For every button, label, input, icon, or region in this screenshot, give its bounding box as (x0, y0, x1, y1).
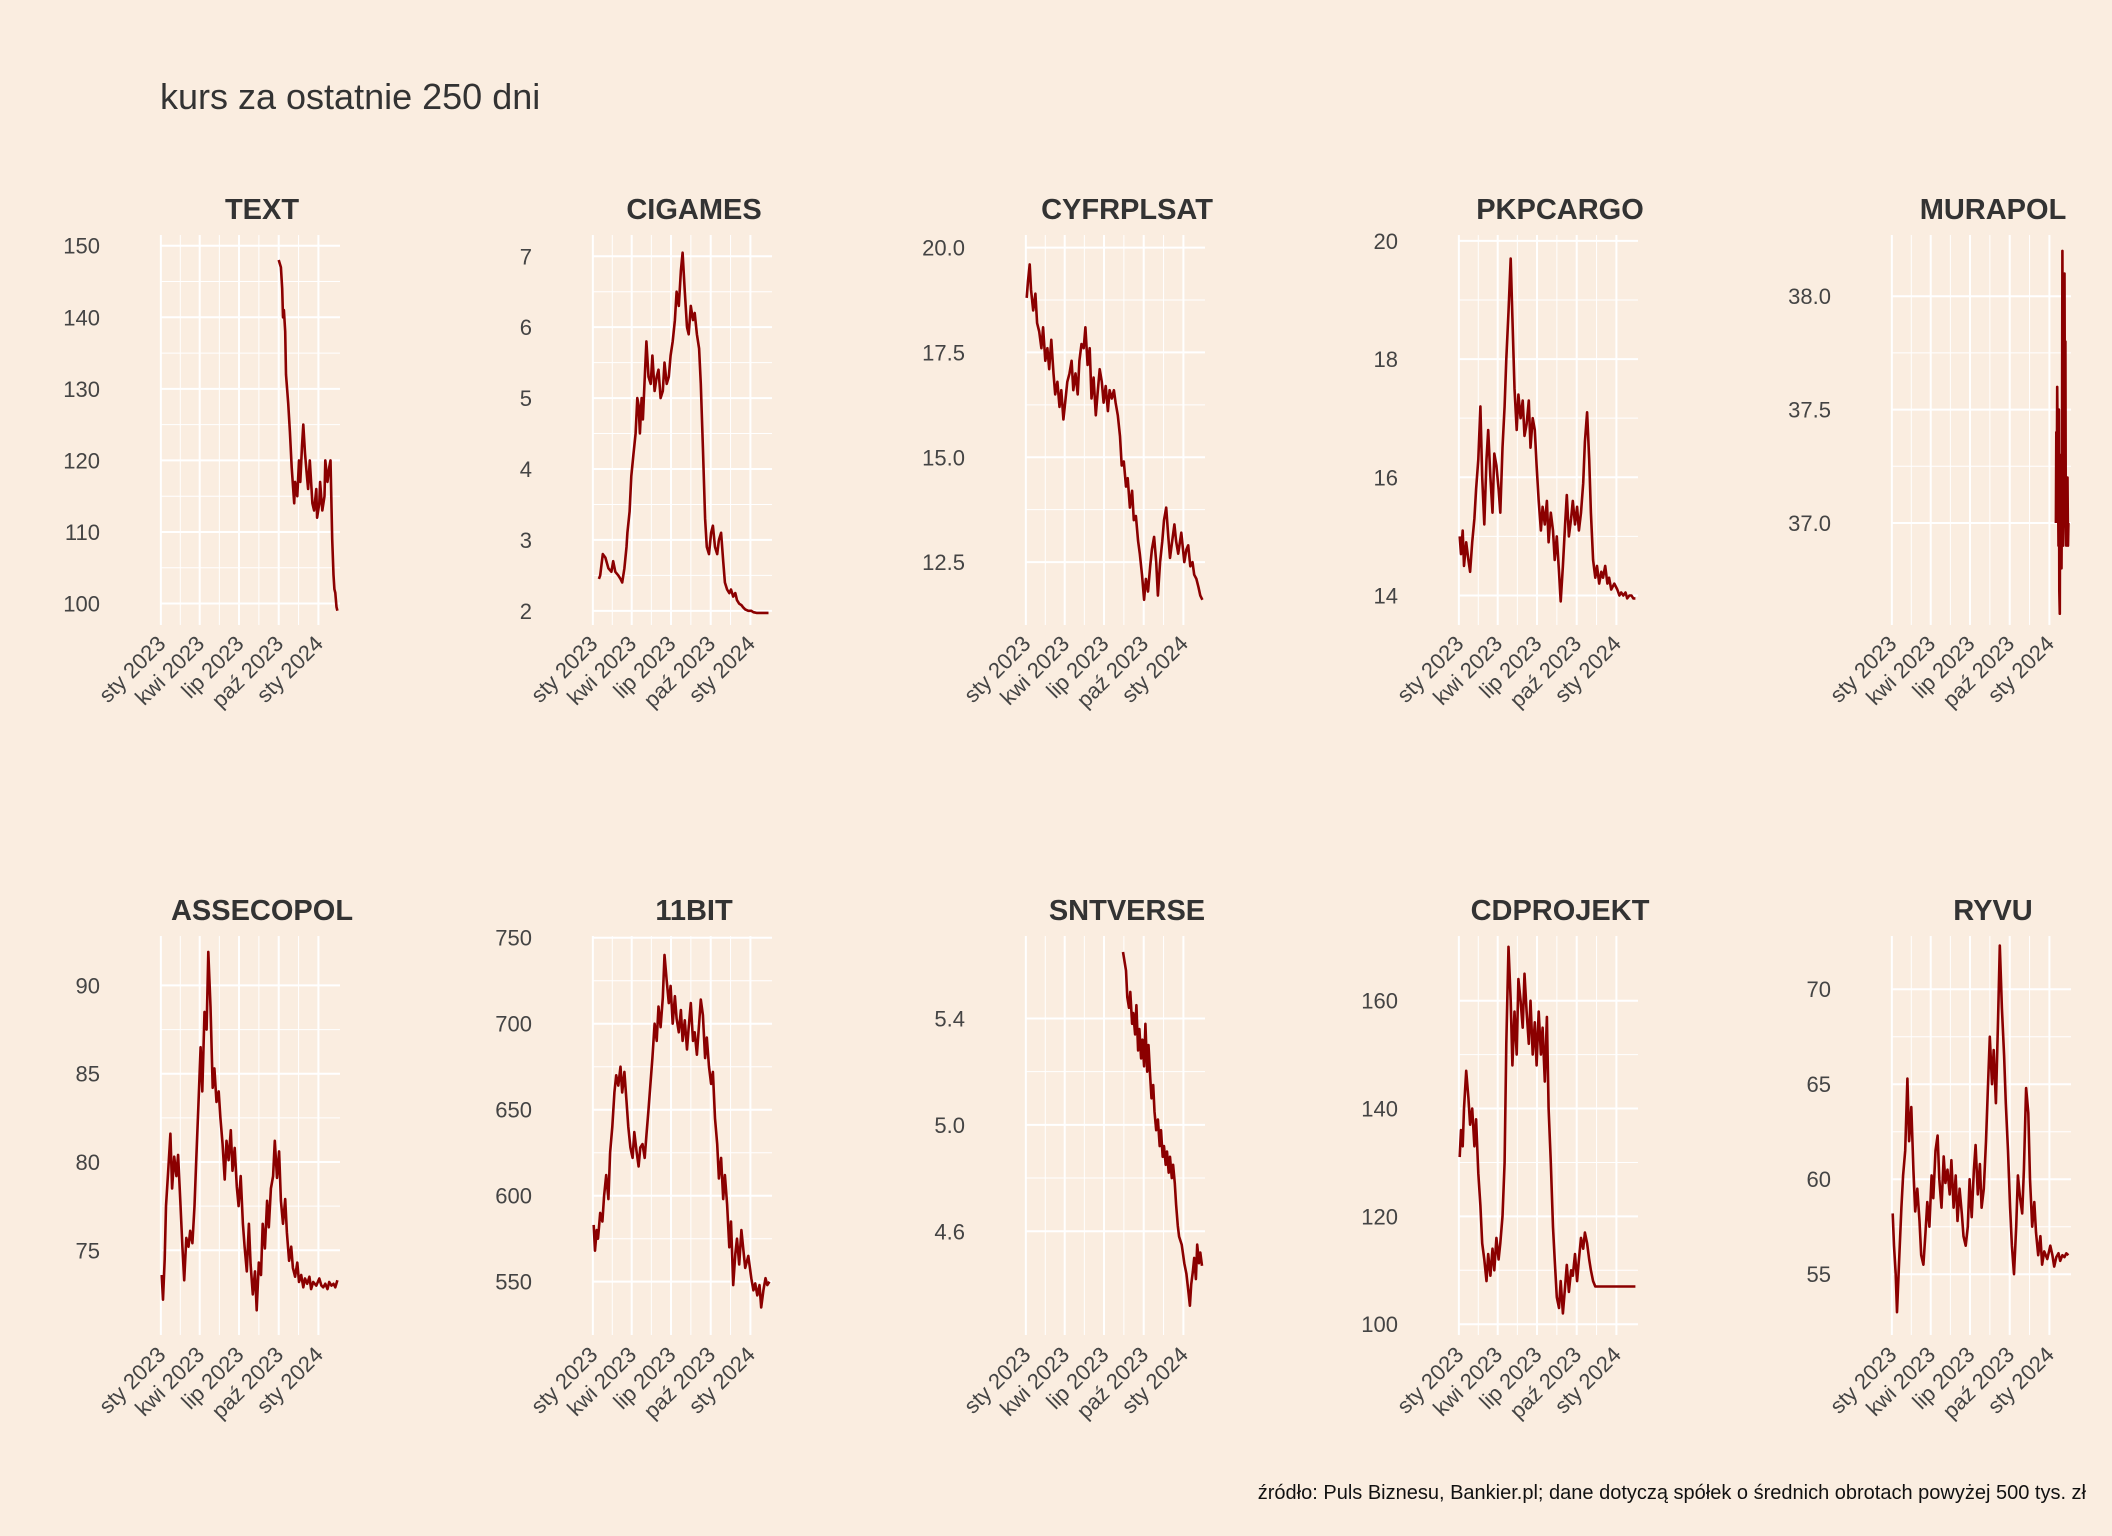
y-tick-label: 120 (1361, 1204, 1398, 1229)
price-line (1458, 945, 1636, 1315)
y-tick-label: 550 (495, 1270, 532, 1295)
y-tick-label: 140 (1361, 1097, 1398, 1122)
price-line (1025, 263, 1204, 602)
y-tick-label: 750 (495, 926, 532, 951)
y-tick-label: 65 (1807, 1072, 1831, 1097)
price-line (597, 251, 769, 615)
y-tick-label: 37.0 (1788, 511, 1831, 536)
y-tick-label: 600 (495, 1184, 532, 1209)
y-tick-label: 14 (1374, 583, 1398, 608)
panel-title: CDPROJEKT (1471, 895, 1650, 927)
y-tick-label: 12.5 (922, 550, 965, 575)
y-tick-label: 700 (495, 1012, 532, 1037)
y-tick-label: 37.5 (1788, 398, 1831, 423)
price-line (1121, 951, 1204, 1307)
price-line (160, 950, 339, 1312)
price-line (1891, 944, 2070, 1314)
panel-title: 11BIT (655, 895, 733, 927)
y-tick-label: 85 (76, 1062, 100, 1087)
figure-title: kurs za ostatnie 250 dni (160, 76, 541, 117)
panel-title: RYVU (1953, 895, 2033, 927)
y-tick-label: 16 (1374, 465, 1398, 490)
y-tick-label: 17.5 (922, 340, 965, 365)
y-tick-label: 100 (63, 592, 100, 617)
y-tick-label: 130 (63, 377, 100, 402)
price-line (2054, 249, 2070, 616)
y-tick-label: 55 (1807, 1262, 1831, 1287)
y-tick-label: 7 (520, 244, 532, 269)
y-tick-label: 80 (76, 1150, 100, 1175)
y-tick-label: 20.0 (922, 236, 965, 261)
y-tick-label: 110 (65, 520, 100, 545)
y-tick-label: 70 (1807, 977, 1831, 1002)
panel-title: CYFRPLSAT (1041, 194, 1213, 226)
panel-title: CIGAMES (626, 194, 761, 226)
panel-title: TEXT (225, 194, 299, 226)
panel-title: ASSECOPOL (171, 895, 353, 927)
source-caption: źródło: Puls Biznesu, Bankier.pl; dane d… (1257, 1482, 2086, 1504)
panel-title: PKPCARGO (1476, 194, 1644, 226)
y-tick-label: 60 (1807, 1167, 1831, 1192)
y-tick-label: 5 (520, 386, 532, 411)
y-tick-label: 4 (520, 457, 532, 482)
y-tick-label: 120 (63, 448, 100, 473)
price-line (1458, 257, 1636, 603)
y-tick-label: 4.6 (934, 1219, 965, 1244)
y-tick-label: 5.0 (934, 1113, 965, 1138)
y-tick-label: 3 (520, 528, 532, 553)
y-tick-label: 650 (495, 1098, 532, 1123)
y-tick-label: 160 (1361, 989, 1398, 1014)
y-tick-label: 150 (63, 234, 100, 259)
y-tick-label: 20 (1374, 229, 1398, 254)
panel-title: MURAPOL (1920, 194, 2067, 226)
y-tick-label: 18 (1374, 347, 1398, 372)
y-tick-label: 75 (76, 1238, 100, 1263)
y-tick-label: 100 (1361, 1312, 1398, 1337)
y-tick-label: 15.0 (922, 445, 965, 470)
panel-title: SNTVERSE (1049, 895, 1205, 927)
y-tick-label: 90 (76, 973, 100, 998)
y-tick-label: 6 (520, 315, 532, 340)
y-tick-label: 5.4 (934, 1006, 965, 1031)
y-tick-label: 140 (63, 305, 100, 330)
price-line (277, 259, 339, 612)
y-tick-label: 2 (520, 599, 532, 624)
price-line (592, 953, 771, 1309)
y-tick-label: 38.0 (1788, 284, 1831, 309)
